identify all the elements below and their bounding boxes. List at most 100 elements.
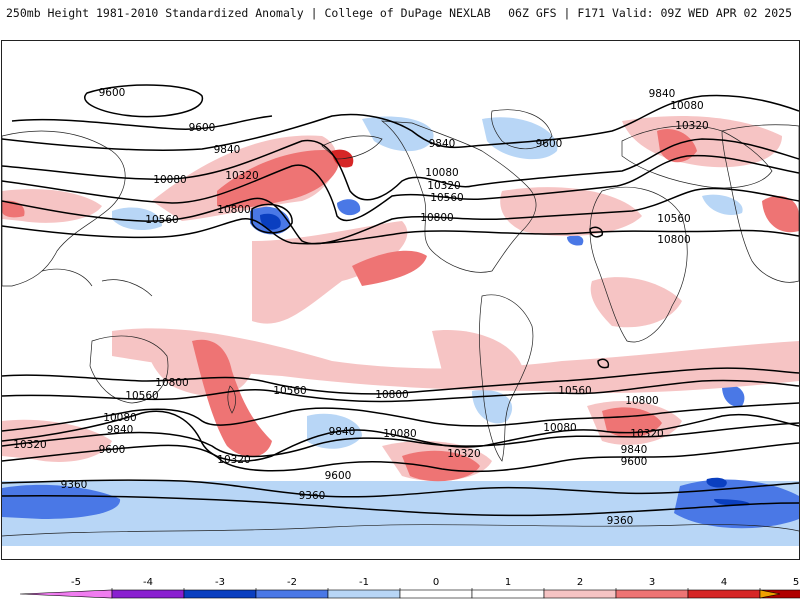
contour-10080-north — [2, 138, 799, 201]
contour-label: 9600 — [536, 138, 563, 150]
coastlines — [2, 109, 799, 537]
contour-label: 10560 — [125, 390, 158, 402]
colorbar-tick-label: -1 — [359, 577, 369, 588]
contour-label: 10320 — [13, 439, 46, 451]
colorbar-segment-p1 — [543, 589, 617, 599]
contour-label: 9840 — [329, 426, 356, 438]
contour-label: 10320 — [447, 448, 480, 460]
anomaly-positive-east-europe — [762, 196, 799, 233]
contour-label: 9840 — [107, 424, 134, 436]
contour-label: 10320 — [217, 454, 250, 466]
contour-label: 9600 — [189, 122, 216, 134]
map-title: 250mb Height 1981-2010 Standardized Anom… — [6, 6, 491, 20]
contour-10800-south — [2, 367, 799, 395]
anomaly-negative-southern-band — [2, 481, 799, 546]
contour-label: 10800 — [155, 377, 188, 389]
coast-indonesia — [41, 268, 153, 297]
anomaly-negative-atlantic — [567, 235, 584, 246]
contour-9360-south-2 — [2, 494, 799, 517]
contour-closed-low — [251, 203, 293, 234]
colorbar-tick-label: 0 — [433, 577, 439, 588]
contour-label: 10800 — [420, 212, 453, 224]
contour-label: 9840 — [214, 144, 241, 156]
contour-9600-north-2 — [11, 115, 273, 130]
anomaly-negative-minus3-se — [706, 477, 727, 488]
anomaly-positive-west-coast — [352, 250, 427, 286]
colorbar-tick-label: -2 — [287, 577, 297, 588]
contour-label: 9840 — [649, 88, 676, 100]
colorbar-segment-m5 — [19, 589, 113, 599]
contour-label: 10320 — [225, 170, 258, 182]
coast-europe — [621, 125, 773, 189]
colorbar-segment-p5 — [759, 589, 781, 599]
anomaly-colorbar: -5 -4 -3 -2 -1 0 1 2 3 4 5 — [19, 577, 800, 599]
colorbar-tick-label: -4 — [143, 577, 153, 588]
colorbar-segment-p2 — [615, 589, 689, 599]
contour-label: 9360 — [607, 515, 634, 527]
contour-label: 10320 — [630, 428, 663, 440]
anomaly-negative-south-pacific — [307, 413, 362, 449]
coast-asia-west — [721, 124, 799, 283]
anomaly-negative-ne-pacific — [337, 199, 361, 216]
contour-9360-south — [2, 479, 799, 498]
anomaly-positive-southern-ocean-core — [402, 450, 480, 482]
height-contours — [2, 84, 799, 517]
coast-alaska — [321, 135, 383, 160]
colorbar-segment-m1 — [327, 589, 401, 599]
colorbar-tick-label: 4 — [721, 577, 727, 588]
contour-label: 10320 — [675, 120, 708, 132]
contour-10320-north — [2, 154, 799, 222]
contour-label: 9600 — [621, 456, 648, 468]
colorbar-tick-label: -3 — [215, 577, 225, 588]
contour-label: 10800 — [657, 234, 690, 246]
contour-label: 10080 — [425, 167, 458, 179]
contour-10800-north — [2, 218, 799, 245]
contour-closed-low-3 — [597, 358, 610, 369]
coast-south-america — [479, 294, 534, 462]
anomaly-negative-pacific-low-core — [260, 213, 281, 230]
coast-antarctica — [2, 524, 799, 537]
contour-label: 10080 — [670, 100, 703, 112]
anomaly-negative-south-indian — [722, 384, 745, 407]
anomaly-negative-south-atlantic — [472, 390, 513, 424]
anomaly-positive-central-pacific — [252, 221, 408, 324]
model-run-info: 06Z GFS | F171 Valid: 09Z WED APR 02 202… — [508, 6, 792, 20]
contour-label: 10800 — [217, 204, 250, 216]
colorbar-segment-zero-lo — [399, 589, 473, 599]
contour-10560-north — [2, 187, 799, 245]
colorbar-segment-m3 — [183, 589, 257, 599]
contour-label: 10320 — [427, 180, 460, 192]
contour-label: 10800 — [625, 395, 658, 407]
colorbar-segment-m2 — [255, 589, 329, 599]
contour-9600-south — [2, 442, 799, 473]
contour-10560-south — [2, 379, 799, 403]
colorbar-tick-label: 1 — [505, 577, 511, 588]
colorbar-segment-p3 — [687, 589, 761, 599]
contour-label: 10560 — [145, 214, 178, 226]
coast-africa — [589, 186, 688, 343]
coast-asia-east — [2, 130, 126, 287]
contour-label: 10800 — [375, 389, 408, 401]
anomaly-negative-greenland — [482, 117, 558, 160]
contour-9840-north — [2, 94, 799, 151]
contour-label: 10560 — [558, 385, 591, 397]
contour-9840-south — [2, 422, 799, 458]
contour-label: 10080 — [383, 428, 416, 440]
anomaly-positive-europe — [622, 116, 782, 168]
anomaly-positive-scandinavia — [657, 129, 697, 163]
anomaly-negative-minus2-sw — [2, 484, 121, 519]
contour-label: 10560 — [657, 213, 690, 225]
contour-label: 9600 — [325, 470, 352, 482]
contour-label: 9360 — [61, 479, 88, 491]
colorbar-segments — [19, 589, 800, 599]
colorbar-segment-m4 — [111, 589, 185, 599]
coast-greenland — [491, 109, 553, 149]
colorbar-tick-labels: -5 -4 -3 -2 -1 0 1 2 3 4 5 — [71, 577, 799, 590]
anomaly-positive-south-pacific-band — [112, 328, 799, 393]
contour-label: 9600 — [99, 87, 126, 99]
contour-10320-south — [2, 410, 799, 462]
contour-label: 10080 — [153, 174, 186, 186]
contour-label: 9600 — [99, 444, 126, 456]
contour-label: 10080 — [103, 412, 136, 424]
